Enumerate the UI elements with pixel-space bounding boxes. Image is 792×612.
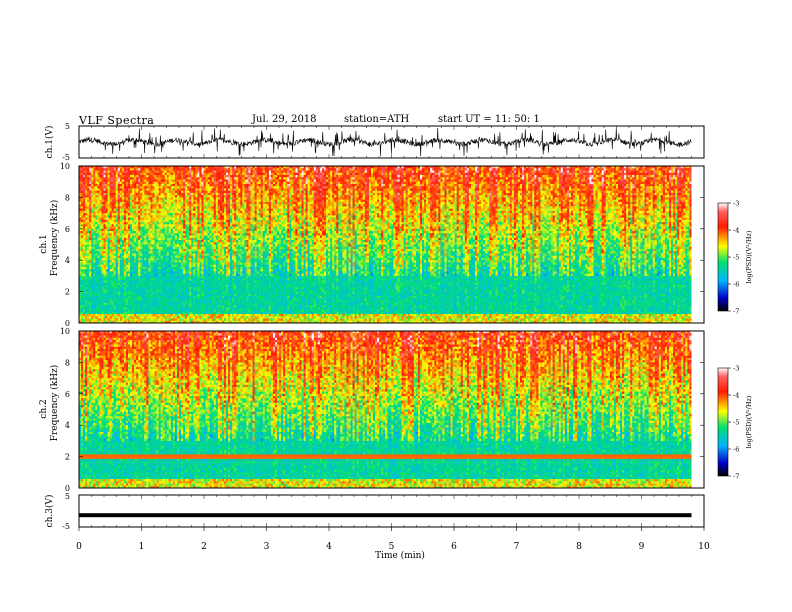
time-tick-label: 7 bbox=[514, 542, 520, 552]
ch3-waveform-trace bbox=[79, 513, 692, 517]
colorbar-tick-label: -6 bbox=[733, 281, 739, 289]
colorbar-tick-label: -3 bbox=[733, 200, 739, 208]
time-tick-label: 4 bbox=[326, 542, 332, 552]
time-tick-label: 6 bbox=[451, 542, 457, 552]
ch2-freq-ylabel: Frequency (kHz) bbox=[49, 365, 60, 442]
time-tick-label: 8 bbox=[576, 542, 582, 552]
ch1-spectrogram-image bbox=[79, 166, 704, 323]
freq-tick-label: 8 bbox=[65, 358, 70, 367]
ch1-ytick-neg5: -5 bbox=[62, 153, 70, 162]
ch3-ylabel: ch.3(V) bbox=[44, 495, 55, 528]
time-axis: 0 1 2 3 4 5 6 7 8 9 10 bbox=[76, 527, 710, 552]
ch1-colorbar-label: log(PSD)(V²/Hz) bbox=[745, 230, 753, 283]
freq-tick-label: 8 bbox=[65, 193, 70, 202]
ch3-waveform-line bbox=[79, 513, 692, 517]
ch2-colorbar-label: log(PSD)(V²/Hz) bbox=[745, 395, 753, 448]
colorbar-tick-label: -6 bbox=[733, 446, 739, 454]
ch1-colorbar: -3 -4 -5 -6 -7 log(PSD)(V²/Hz) bbox=[718, 200, 753, 316]
time-tick-label: 0 bbox=[76, 542, 82, 552]
freq-tick-label: 10 bbox=[60, 327, 70, 336]
ch3-waveform-panel: 5 -5 ch.3(V) bbox=[44, 492, 704, 531]
ch1-ylabel: ch.1(V) bbox=[44, 126, 55, 159]
ch2-colorbar: -3 -4 -5 -6 -7 log(PSD)(V²/Hz) bbox=[718, 365, 753, 481]
freq-tick-label: 6 bbox=[65, 225, 70, 234]
ch1-waveform-panel: 5 -5 ch.1(V) bbox=[44, 122, 704, 162]
ch2-spectrogram-image bbox=[79, 331, 704, 488]
colorbar-tick-label: -4 bbox=[733, 392, 739, 400]
ch1-ytick-5: 5 bbox=[65, 122, 70, 131]
time-tick-label: 9 bbox=[639, 542, 645, 552]
freq-tick-label: 2 bbox=[65, 453, 70, 462]
time-tick-label: 1 bbox=[139, 542, 145, 552]
colorbar-tick-label: -5 bbox=[733, 254, 739, 262]
ch2-channel-label: ch.2 bbox=[39, 399, 49, 418]
freq-tick-label: 2 bbox=[65, 288, 70, 297]
time-tick-label: 10 bbox=[698, 542, 710, 552]
colorbar-tick-label: -4 bbox=[733, 227, 739, 235]
freq-tick-label: 4 bbox=[65, 256, 70, 265]
colorbar-tick-label: -7 bbox=[733, 473, 739, 481]
freq-tick-label: 4 bbox=[65, 421, 70, 430]
time-tick-label: 2 bbox=[201, 542, 207, 552]
colorbar-tick-label: -3 bbox=[733, 365, 739, 373]
time-axis-label: Time (min) bbox=[375, 550, 425, 561]
ch1-channel-label: ch.1 bbox=[39, 234, 49, 253]
freq-tick-label: 10 bbox=[60, 162, 70, 171]
ch1-freq-ylabel: Frequency (kHz) bbox=[49, 200, 60, 277]
colorbar-tick-label: -5 bbox=[733, 419, 739, 427]
colorbar-tick-label: -7 bbox=[733, 308, 739, 316]
ch3-ytick-neg5: -5 bbox=[62, 522, 70, 531]
ch3-ytick-5: 5 bbox=[65, 492, 70, 501]
time-tick-label: 3 bbox=[264, 542, 270, 552]
freq-tick-label: 6 bbox=[65, 390, 70, 399]
